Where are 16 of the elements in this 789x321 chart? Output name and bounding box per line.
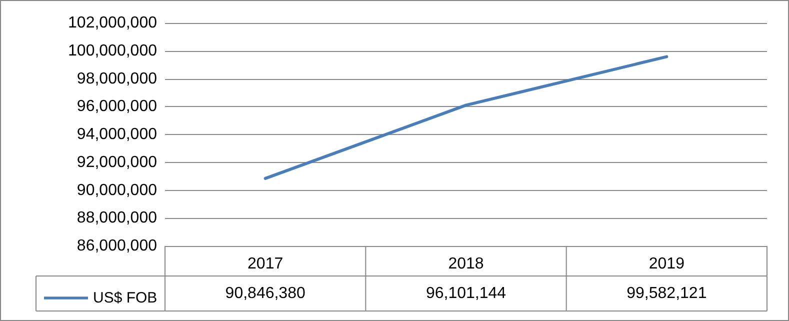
y-tick-label: 94,000,000 bbox=[76, 126, 158, 143]
x-tick-label: 2017 bbox=[248, 256, 284, 272]
data-label: 90,846,380 bbox=[225, 285, 306, 302]
y-tick-label: 102,000,000 bbox=[68, 14, 158, 32]
y-tick-label: 92,000,000 bbox=[76, 154, 158, 171]
data-label: 96,101,144 bbox=[426, 285, 506, 302]
x-tick-label: 2018 bbox=[448, 256, 484, 272]
y-tick-label: 88,000,000 bbox=[76, 210, 158, 227]
y-tick-label: 96,000,000 bbox=[76, 98, 158, 116]
legend-label: US$ FOB bbox=[93, 290, 158, 306]
x-tick-label: 2019 bbox=[648, 256, 685, 272]
y-tick-label: 86,000,000 bbox=[76, 238, 158, 254]
data-label: 99,582,121 bbox=[626, 285, 707, 302]
y-tick-label: 90,000,000 bbox=[76, 182, 158, 199]
y-tick-label: 100,000,000 bbox=[68, 42, 158, 60]
y-tick-label: 98,000,000 bbox=[76, 70, 158, 88]
